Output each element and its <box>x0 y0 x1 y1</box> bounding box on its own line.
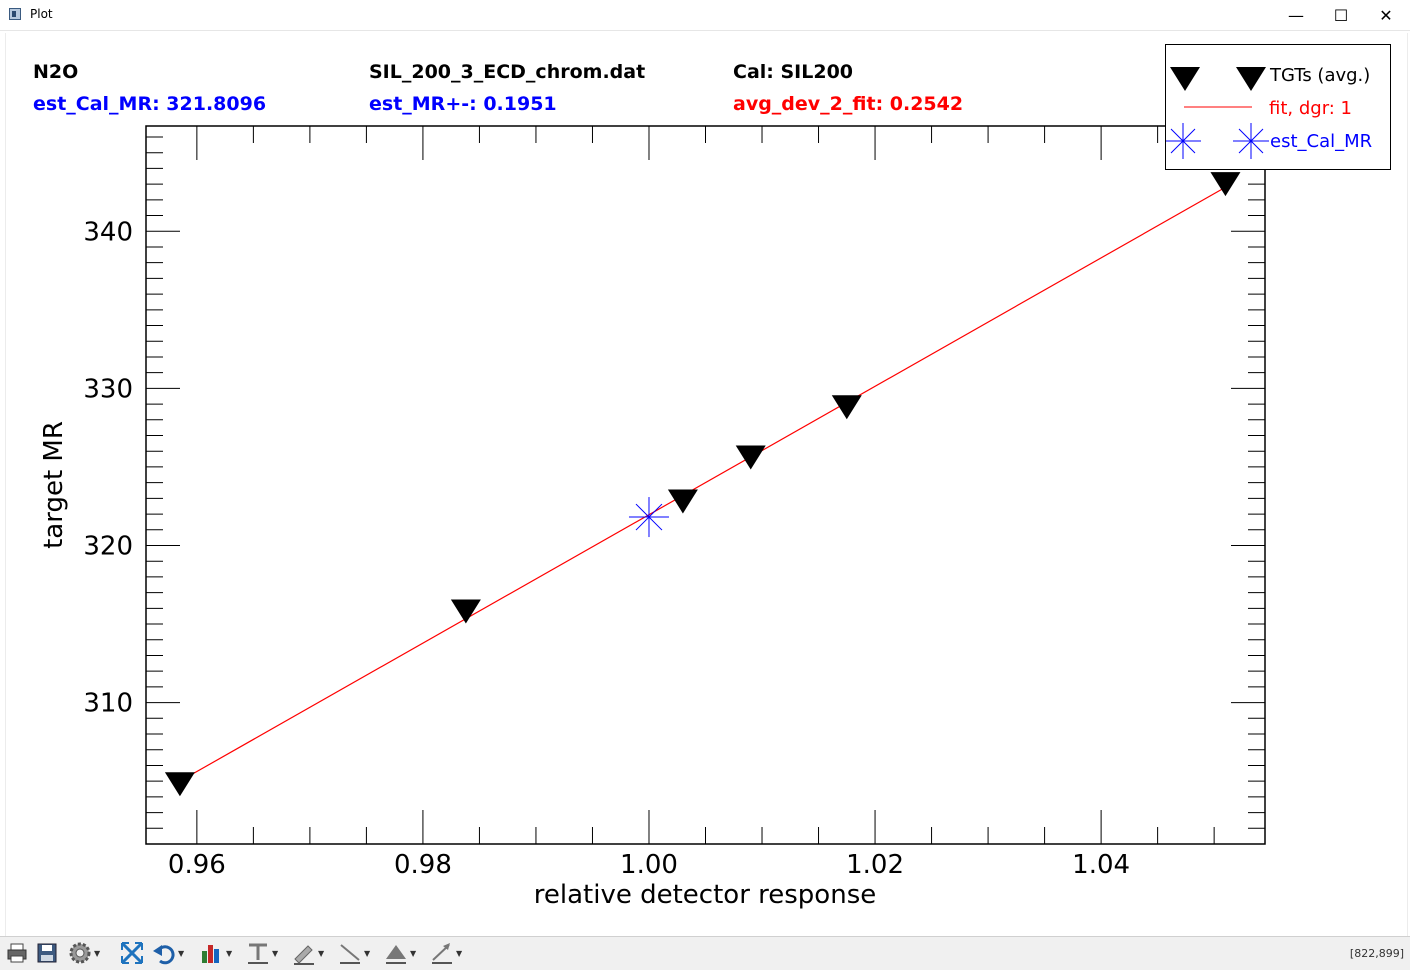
filename-label: SIL_200_3_ECD_chrom.dat <box>369 61 646 83</box>
fit-line <box>179 186 1226 782</box>
y-tick-label: 330 <box>83 374 133 404</box>
y-tick-label: 340 <box>83 217 133 247</box>
y-tick-label: 320 <box>83 531 133 561</box>
window-titlebar: Plot — ☐ ✕ <box>0 0 1410 31</box>
save-icon[interactable] <box>36 941 58 965</box>
plot-frame <box>145 125 1266 845</box>
pen-tool-icon[interactable]: ▼ <box>292 941 324 965</box>
tgt-marker <box>164 772 195 797</box>
est-cal-mr-marker <box>628 497 669 538</box>
legend-est-label: est_Cal_MR <box>1270 131 1373 152</box>
x-tick-label: 1.02 <box>846 850 904 880</box>
line-tool-icon[interactable]: ▼ <box>338 941 370 965</box>
y-axis-label: target MR <box>39 421 69 549</box>
legend-tgts-label: TGTs (avg.) <box>1270 65 1371 86</box>
legend-fit-label: fit, dgr: 1 <box>1269 98 1353 119</box>
undo-icon[interactable]: ▼ <box>152 941 184 965</box>
legend-star-right <box>1233 123 1269 159</box>
x-tick-label: 0.96 <box>168 850 226 880</box>
fill-tool-dropdown-icon[interactable]: ▼ <box>410 948 417 958</box>
close-button[interactable]: ✕ <box>1379 6 1393 25</box>
legend-triangle-right <box>1236 67 1266 91</box>
undo-dropdown-icon[interactable]: ▼ <box>178 948 185 958</box>
gas-label: N2O <box>33 61 79 83</box>
data-markers <box>164 172 1241 797</box>
text-tool-icon[interactable]: ▼ <box>246 941 278 965</box>
line-tool-dropdown-icon[interactable]: ▼ <box>364 948 371 958</box>
x-tick-label: 1.04 <box>1072 850 1130 880</box>
avg-dev-label: avg_dev_2_fit: 0.2542 <box>733 93 964 115</box>
tgt-marker <box>831 395 862 420</box>
legend-star-left <box>1166 123 1201 159</box>
plot-canvas[interactable] <box>5 33 1408 936</box>
axis-ticks <box>146 126 1265 845</box>
arrow-tool-icon[interactable]: ▼ <box>430 941 462 965</box>
text-tool-dropdown-icon[interactable]: ▼ <box>272 948 279 958</box>
settings-dropdown-icon[interactable]: ▼ <box>94 948 101 958</box>
cal-label: Cal: SIL200 <box>733 61 854 83</box>
bottom-toolbar: ▼ ▼ ▼ ▼ ▼ ▼ ▼ ▼ [822,899] <box>0 936 1410 970</box>
window-title: Plot <box>30 7 53 21</box>
legend-triangle-left <box>1170 67 1200 91</box>
app-icon <box>9 8 21 20</box>
minimize-button[interactable]: — <box>1288 6 1304 25</box>
y-tick-label: 310 <box>83 689 133 719</box>
chart-style-icon[interactable]: ▼ <box>200 941 232 965</box>
tgt-marker <box>1210 172 1241 197</box>
legend-symbols <box>1166 67 1269 159</box>
x-tick-label: 1.00 <box>620 850 678 880</box>
pen-tool-dropdown-icon[interactable]: ▼ <box>318 948 325 958</box>
chart-style-dropdown-icon[interactable]: ▼ <box>226 948 233 958</box>
est-cal-mr-label: est_Cal_MR: 321.8096 <box>33 93 267 115</box>
fill-tool-icon[interactable]: ▼ <box>384 941 416 965</box>
tgt-marker <box>450 599 481 624</box>
print-icon[interactable] <box>6 941 28 965</box>
x-tick-label: 0.98 <box>394 850 452 880</box>
est-mr-pm-label: est_MR+-: 0.1951 <box>369 93 557 115</box>
settings-icon[interactable]: ▼ <box>68 941 100 965</box>
tgt-marker <box>667 489 698 514</box>
axis-tick-labels: 0.96 0.98 1.00 1.02 1.04 310 320 330 340 <box>83 217 1130 880</box>
x-axis-label: relative detector response <box>534 880 876 910</box>
cursor-coordinate-readout: [822,899] <box>1349 947 1404 960</box>
maximize-button[interactable]: ☐ <box>1333 6 1349 25</box>
legend: TGTs (avg.) fit, dgr: 1 est_Cal_MR <box>1165 44 1391 170</box>
arrow-tool-dropdown-icon[interactable]: ▼ <box>456 948 463 958</box>
reset-zoom-icon[interactable] <box>120 941 144 965</box>
tgt-marker <box>735 445 766 470</box>
